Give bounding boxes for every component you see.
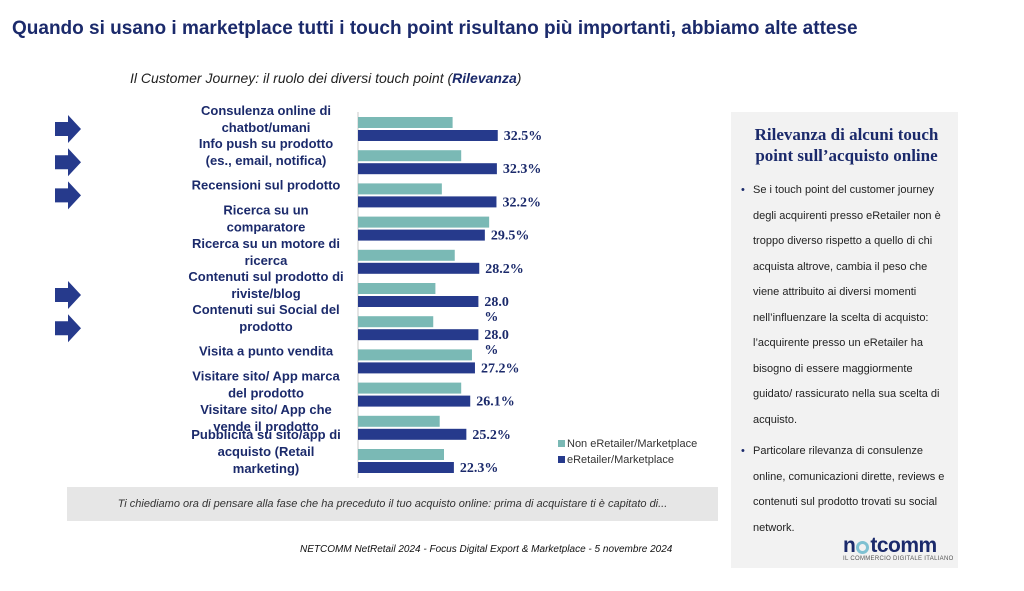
side-panel-bullet: Particolare rilevanza di consulenze onli… — [739, 439, 952, 541]
bar-non-eretailer — [358, 449, 444, 460]
chart-subtitle: Il Customer Journey: il ruolo dei divers… — [130, 70, 521, 86]
side-panel-bullets: Se i touch point del customer journey de… — [739, 178, 952, 541]
footer-source: NETCOMM NetRetail 2024 - Focus Digital E… — [300, 544, 673, 555]
highlight-arrow-icon — [55, 181, 81, 210]
logo-word-post: tcomm — [870, 534, 937, 557]
data-label: 28.0 — [484, 328, 509, 343]
slide-title: Quando si usano i marketplace tutti i to… — [12, 18, 858, 39]
side-panel-title: Rilevanza di alcuni touch point sull’acq… — [754, 125, 939, 165]
category-label: riviste/blog — [231, 286, 300, 301]
bar-eretailer — [358, 362, 475, 374]
category-label: Recensioni sul prodotto — [192, 177, 341, 192]
side-panel-bullet: Se i touch point del customer journey de… — [739, 178, 952, 433]
data-label: 22.3% — [460, 461, 499, 476]
bar-non-eretailer — [358, 249, 455, 261]
data-label: 32.2% — [502, 195, 540, 210]
category-label: Visita a punto vendita — [199, 343, 334, 358]
data-label: 26.1% — [476, 395, 514, 410]
bar-eretailer — [358, 229, 485, 241]
category-label: Ricerca su un motore di — [192, 236, 340, 251]
question-box: Ti chiediamo ora di pensare alla fase ch… — [67, 487, 718, 521]
category-label: Pubblicità su sito/app di — [191, 427, 341, 442]
data-label: % — [484, 343, 498, 358]
bar-non-eretailer — [358, 382, 462, 394]
category-label: prodotto — [239, 319, 292, 334]
highlight-arrow-icon — [55, 281, 81, 309]
legend-swatch — [558, 440, 565, 447]
highlight-arrow-icon — [55, 148, 81, 177]
bar-non-eretailer — [358, 183, 442, 195]
bar-non-eretailer — [358, 117, 453, 128]
category-label: (es., email, notifica) — [206, 153, 327, 168]
bar-non-eretailer — [358, 216, 490, 228]
legend-label: Non eRetailer/Marketplace — [567, 438, 697, 450]
logo-wordmark: n tcomm — [843, 534, 955, 558]
bar-eretailer — [358, 395, 471, 407]
bar-eretailer — [358, 163, 497, 175]
bar-eretailer — [358, 329, 479, 341]
data-label: 32.5% — [504, 129, 543, 144]
data-label: 29.5% — [491, 229, 529, 244]
category-label: Contenuti sui Social del — [192, 302, 339, 317]
category-label: Visitare sito/ App che — [200, 402, 332, 417]
data-label: 28.0 — [484, 295, 509, 310]
bar-eretailer — [358, 428, 467, 440]
logo-word-pre: n — [843, 534, 856, 557]
bar-eretailer — [358, 130, 498, 141]
category-label: Consulenza online di — [201, 103, 331, 118]
bar-eretailer — [358, 296, 479, 307]
bar-eretailer — [358, 462, 454, 473]
bar-non-eretailer — [358, 349, 472, 361]
category-label: del prodotto — [228, 386, 304, 401]
data-label: % — [484, 310, 498, 325]
category-label: Info push su prodotto — [199, 136, 333, 151]
bar-non-eretailer — [358, 150, 462, 162]
category-label: chatbot/umani — [222, 120, 311, 135]
category-label: comparatore — [227, 220, 306, 235]
data-label: 28.2% — [485, 262, 524, 277]
netcomm-logo: n tcomm IL COMMERCIO DIGITALE ITALIANO — [843, 534, 955, 562]
category-label: Ricerca su un — [223, 203, 308, 218]
category-label: Contenuti sul prodotto di — [188, 269, 343, 284]
logo-circle-icon — [856, 541, 870, 554]
bar-non-eretailer — [358, 415, 440, 427]
data-label: 27.2% — [481, 361, 519, 376]
bar-eretailer — [358, 262, 480, 274]
highlight-arrow-icon — [55, 115, 81, 143]
category-label: marketing) — [233, 461, 299, 476]
bar-eretailer — [358, 196, 497, 208]
bar-non-eretailer — [358, 316, 434, 328]
subtitle-bold: Rilevanza — [452, 70, 517, 86]
category-label: ricerca — [245, 253, 288, 268]
bar-non-eretailer — [358, 283, 436, 294]
legend-swatch — [558, 456, 565, 463]
data-label: 25.2% — [472, 428, 511, 443]
highlight-arrow-icon — [55, 314, 81, 343]
legend-label: eRetailer/Marketplace — [567, 454, 674, 466]
side-panel: Rilevanza di alcuni touch point sull’acq… — [731, 112, 958, 568]
subtitle-suffix: ) — [516, 70, 522, 86]
logo-tagline: IL COMMERCIO DIGITALE ITALIANO — [843, 556, 954, 562]
category-label: vende il prodotto — [213, 419, 319, 434]
data-label: 32.3% — [503, 162, 542, 177]
category-label: acquisto (Retail — [218, 444, 315, 459]
subtitle-prefix: Il Customer Journey: il ruolo dei divers… — [130, 70, 453, 86]
category-label: Visitare sito/ App marca — [192, 369, 340, 384]
